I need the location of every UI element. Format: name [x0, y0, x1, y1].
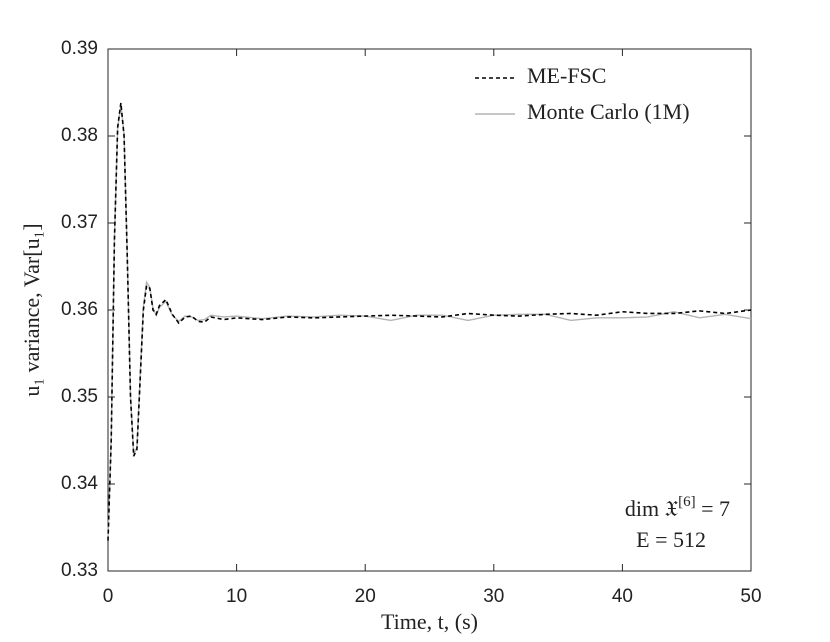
y-tick-label: 0.39 [61, 38, 98, 59]
series-line [107, 102, 752, 541]
y-tick-label: 0.37 [61, 212, 98, 233]
x-tick-label: 50 [740, 586, 761, 607]
y-tick-label: 0.38 [61, 125, 98, 146]
plot-area [107, 48, 752, 572]
y-tick-label: 0.34 [61, 473, 98, 494]
x-tick-label: 40 [612, 586, 633, 607]
y-tick-label: 0.33 [61, 560, 98, 581]
annotation: E = 512 [636, 527, 706, 552]
annotation-part: E = 512 [636, 527, 706, 552]
y-axis-label: u₁ variance, Var[u₁] [19, 223, 44, 396]
x-tick-label: 20 [355, 586, 376, 607]
annotation-part: [6] [678, 494, 696, 510]
annotation-part: = 7 [696, 496, 730, 521]
x-tick-label: 0 [103, 586, 114, 607]
y-tick-label: 0.36 [61, 299, 98, 320]
y-tick-label: 0.35 [61, 386, 98, 407]
legend-label: ME-FSC [527, 63, 606, 88]
annotation: dim 𝔛[6] = 7 [625, 494, 730, 521]
x-tick-label: 30 [483, 586, 504, 607]
legend-label: Monte Carlo (1M) [527, 99, 690, 124]
x-axis-label: Time, t, (s) [381, 609, 478, 634]
x-tick-label: 10 [226, 586, 247, 607]
annotation-part: dim 𝔛 [625, 496, 679, 521]
